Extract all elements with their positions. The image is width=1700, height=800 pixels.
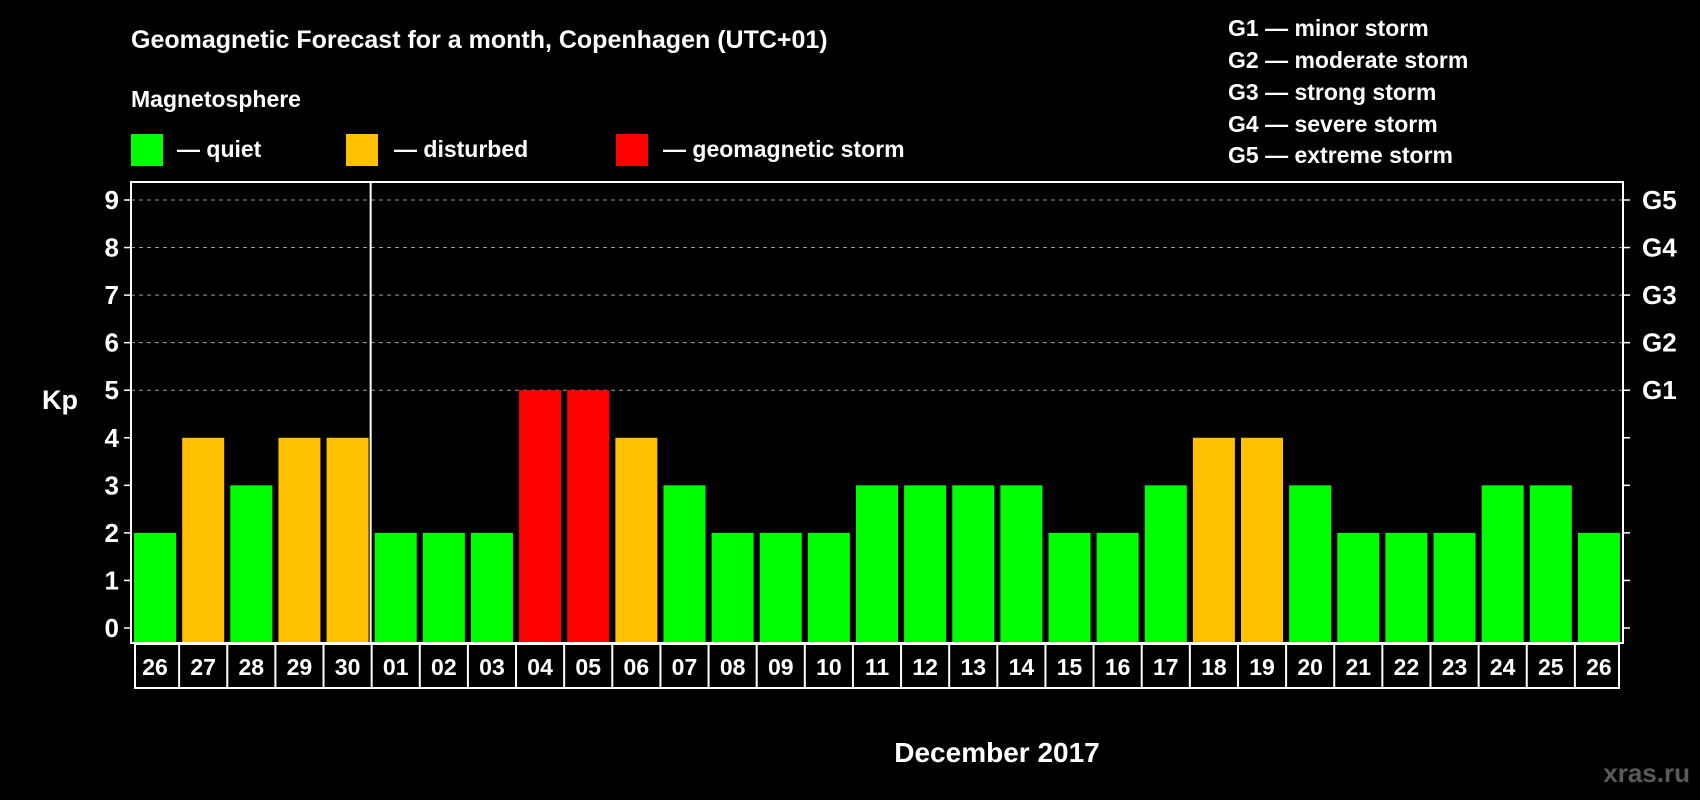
bar [759,532,802,643]
date-label: 11 [865,654,890,680]
g-level-label: G3 [1642,280,1677,310]
date-label: 10 [816,654,842,680]
date-label: 24 [1490,654,1516,680]
legend-label-storm: — geomagnetic storm [663,136,905,162]
date-label: 19 [1249,654,1275,680]
y-tick-label: 0 [105,613,119,643]
y-axis-label: Kp [42,385,78,415]
date-label: 06 [624,654,650,680]
x-axis-label: December 2017 [894,737,1100,768]
date-label: 14 [1009,654,1035,680]
date-label: 22 [1394,654,1420,680]
date-label: 02 [431,654,457,680]
bar [1577,532,1620,643]
y-tick-label: 3 [105,470,119,500]
y-tick-label: 6 [105,328,119,358]
legend-swatch-storm [616,134,648,166]
bar [278,437,321,643]
date-label: 20 [1297,654,1323,680]
date-label: 05 [575,654,601,680]
chart-subtitle: Magnetosphere [131,86,301,112]
date-label: 13 [960,654,986,680]
watermark: xras.ru [1603,758,1690,788]
bar [1433,532,1476,643]
date-label: 28 [239,654,265,680]
bar [182,437,225,643]
date-label: 26 [1586,654,1612,680]
bar [663,485,706,643]
date-label: 16 [1105,654,1131,680]
legend-swatch-disturbed [346,134,378,166]
g-level-label: G2 [1642,328,1677,358]
g-level-label: G1 [1642,375,1677,405]
y-tick-label: 7 [105,280,119,310]
g-level-label: G4 [1642,233,1677,263]
date-label: 01 [383,654,409,680]
bar [1048,532,1091,643]
storm-scale-g1: G1 — minor storm [1228,15,1429,41]
date-label: 26 [142,654,168,680]
bar [1096,532,1139,643]
y-tick-label: 2 [105,518,119,548]
bar [1241,437,1284,643]
storm-scale-g4: G4 — severe storm [1228,111,1438,137]
y-tick-label: 8 [105,233,119,263]
date-label: 21 [1345,654,1371,680]
bar [1385,532,1428,643]
date-label: 30 [335,654,361,680]
date-label: 12 [912,654,938,680]
date-row [134,643,1620,689]
bar [134,532,177,643]
bar [230,485,273,643]
g-level-label: G5 [1642,185,1677,215]
bar [1144,485,1187,643]
bar [326,437,369,643]
bar [1192,437,1235,643]
bar [1481,485,1524,643]
date-label: 07 [672,654,698,680]
bar [1000,485,1043,643]
bar [567,390,610,643]
date-label: 03 [479,654,505,680]
date-label: 18 [1201,654,1227,680]
legend-label-quiet: — quiet [177,136,262,162]
bar [807,532,850,643]
storm-scale-g2: G2 — moderate storm [1228,47,1469,73]
bar [711,532,754,643]
bar [856,485,898,643]
bar [422,532,465,643]
date-label: 27 [190,654,216,680]
storm-scale-g5: G5 — extreme storm [1228,142,1453,168]
y-tick-label: 5 [105,375,119,405]
bar [952,485,995,643]
y-tick-label: 4 [105,423,120,453]
date-label: 23 [1442,654,1468,680]
bar [904,485,947,643]
chart-title: Geomagnetic Forecast for a month, Copenh… [131,26,828,54]
bar [1529,485,1572,643]
date-label: 15 [1057,654,1083,680]
y-tick-label: 1 [105,565,119,595]
y-tick-label: 9 [105,185,119,215]
bar [374,532,417,643]
legend-label-disturbed: — disturbed [394,136,529,162]
bar [1289,485,1332,643]
bar [519,390,562,643]
storm-scale-g3: G3 — strong storm [1228,79,1437,105]
date-label: 25 [1538,654,1564,680]
date-label: 08 [720,654,746,680]
date-label: 29 [287,654,313,680]
legend-swatch-quiet [131,134,163,166]
date-label: 17 [1153,654,1179,680]
bar [1337,532,1380,643]
bar [470,532,513,643]
date-label: 09 [768,654,794,680]
date-label: 04 [527,654,553,680]
bar [615,437,658,643]
